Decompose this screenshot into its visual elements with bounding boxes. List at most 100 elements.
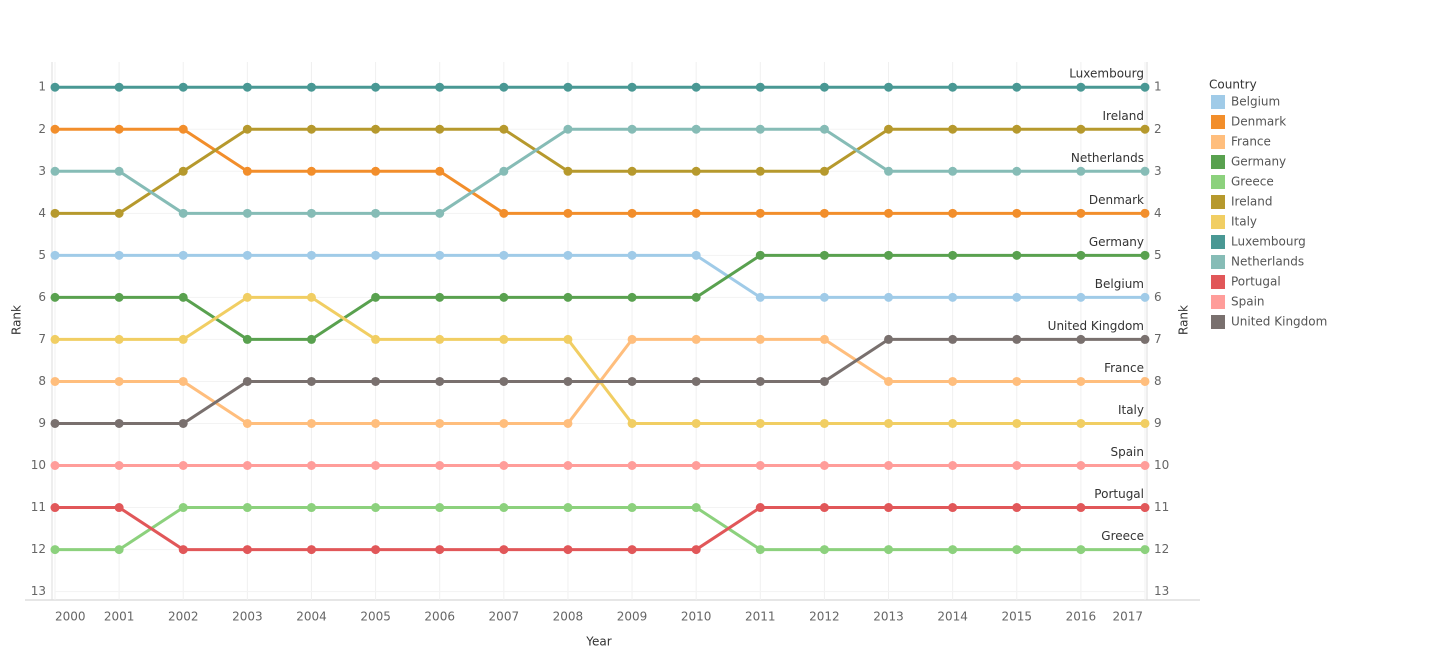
y2-tick-label: 8 [1154, 374, 1162, 388]
data-point [691, 208, 701, 218]
data-point [563, 418, 573, 428]
data-point [948, 418, 958, 428]
data-point [306, 124, 316, 134]
data-point [1140, 82, 1150, 92]
data-point [884, 208, 894, 218]
legend-swatch [1211, 95, 1225, 109]
data-point [435, 82, 445, 92]
legend-swatch [1211, 275, 1225, 289]
legend-title: Country [1209, 78, 1257, 92]
data-point [819, 82, 829, 92]
end-label: Portugal [1094, 487, 1144, 501]
legend-label: France [1231, 135, 1271, 149]
y2-tick-label: 9 [1154, 416, 1162, 430]
legend-swatch [1211, 195, 1225, 209]
data-point [819, 208, 829, 218]
x-tick-label: 2011 [745, 610, 776, 624]
x-tick-label: 2012 [809, 610, 840, 624]
series-line [55, 253, 1145, 299]
data-point [884, 250, 894, 260]
data-point [499, 292, 509, 302]
data-point [884, 292, 894, 302]
data-point [884, 503, 894, 513]
data-point [755, 292, 765, 302]
data-point [178, 166, 188, 176]
data-point [114, 166, 124, 176]
data-point [306, 545, 316, 555]
x-tick-label: 2006 [424, 610, 455, 624]
end-label: France [1104, 361, 1144, 375]
data-point [627, 250, 637, 260]
data-point [1076, 82, 1086, 92]
series-line [55, 506, 1145, 552]
data-point [50, 503, 60, 513]
data-point [1012, 250, 1022, 260]
data-point [1076, 545, 1086, 555]
y-tick-label: 12 [31, 542, 46, 556]
end-label: Germany [1089, 235, 1144, 249]
data-point [371, 376, 381, 386]
data-point [178, 334, 188, 344]
data-point [114, 503, 124, 513]
y-tick-label: 13 [31, 584, 46, 598]
data-point [114, 545, 124, 555]
data-point [1012, 503, 1022, 513]
data-point [435, 503, 445, 513]
x-tick-label: 2016 [1066, 610, 1097, 624]
data-point [884, 376, 894, 386]
data-point [114, 208, 124, 218]
y2-tick-label: 12 [1154, 542, 1169, 556]
data-point [884, 82, 894, 92]
data-point [627, 208, 637, 218]
data-point [755, 418, 765, 428]
data-point [819, 503, 829, 513]
legend-swatch [1211, 155, 1225, 169]
data-point [948, 376, 958, 386]
x-tick-label: 2005 [360, 610, 391, 624]
data-point [1140, 250, 1150, 260]
data-point [178, 545, 188, 555]
data-point [178, 418, 188, 428]
y2-tick-label: 10 [1154, 458, 1169, 472]
data-point [242, 166, 252, 176]
legend-swatch [1211, 295, 1225, 309]
data-point [114, 334, 124, 344]
data-point [178, 82, 188, 92]
data-point [435, 208, 445, 218]
data-point [691, 82, 701, 92]
data-point [371, 250, 381, 260]
y-tick-label: 1 [38, 80, 46, 94]
y2-tick-label: 1 [1154, 80, 1162, 94]
data-point [178, 208, 188, 218]
series-line [55, 253, 1145, 341]
data-point [242, 461, 252, 470]
data-point [1076, 334, 1086, 344]
data-point [178, 124, 188, 134]
data-point [691, 376, 701, 386]
data-point [50, 334, 60, 344]
x-tick-label: 2017 [1112, 610, 1143, 624]
data-point [242, 208, 252, 218]
data-point [627, 418, 637, 428]
data-point [948, 250, 958, 260]
data-point [1012, 82, 1022, 92]
data-point [306, 418, 316, 428]
data-point [819, 545, 829, 555]
end-label: Greece [1101, 529, 1144, 543]
end-label: Denmark [1089, 193, 1144, 207]
data-point [242, 124, 252, 134]
data-point [114, 292, 124, 302]
x-tick-label: 2010 [681, 610, 712, 624]
data-point [242, 250, 252, 260]
data-point [948, 166, 958, 176]
data-point [819, 166, 829, 176]
data-point [499, 250, 509, 260]
legend-swatch [1211, 315, 1225, 329]
x-tick-label: 2008 [553, 610, 584, 624]
legend-swatch [1211, 135, 1225, 149]
data-point [435, 461, 445, 470]
legend-swatch [1211, 215, 1225, 229]
data-point [755, 124, 765, 134]
data-point [563, 545, 573, 555]
